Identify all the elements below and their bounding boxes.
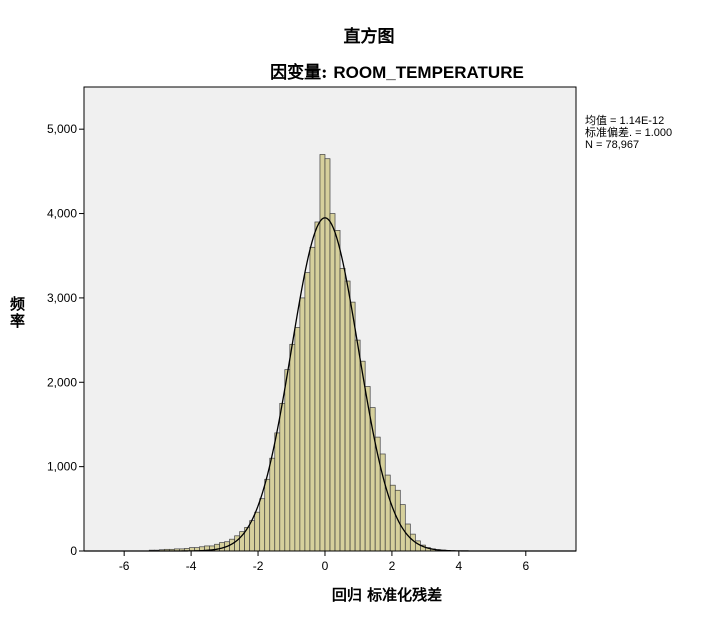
- histogram-bar: [269, 457, 276, 552]
- x-axis-label: 回归 标准化残差: [331, 586, 443, 604]
- stats-box: 均值 = 1.14E-12 标准偏差. = 1.000 N = 78,967: [585, 115, 672, 151]
- y-tick-label: 5,000: [47, 122, 77, 136]
- stat-mean: 均值 = 1.14E-12: [585, 115, 665, 127]
- y-tick-label: 0: [70, 544, 77, 558]
- x-tick-label: 4: [456, 559, 463, 573]
- histogram-bar: [339, 268, 346, 552]
- histogram-bar: [249, 520, 256, 552]
- histogram-bar: [289, 343, 296, 552]
- x-tick-label: 2: [389, 559, 396, 573]
- histogram-bar: [409, 533, 416, 552]
- stat-n: N = 78,967: [585, 139, 640, 151]
- histogram-bar: [294, 327, 301, 552]
- histogram-bar: [349, 301, 356, 552]
- x-tick-label: -4: [186, 559, 197, 573]
- y-tick-label: 2,000: [47, 375, 77, 389]
- chart-subtitle: 因变量: ROOM_TEMPERATURE: [40, 58, 714, 83]
- histogram-bar: [354, 339, 361, 552]
- histogram-bar: [329, 213, 336, 552]
- histogram-bar: [304, 272, 311, 552]
- histogram-bar: [309, 246, 316, 552]
- histogram-bar: [274, 432, 281, 552]
- histogram-bar: [359, 360, 366, 552]
- histogram-bar: [254, 511, 261, 552]
- y-tick-label: 1,000: [47, 460, 77, 474]
- histogram-bar: [344, 280, 351, 552]
- histogram-bar: [299, 297, 306, 552]
- x-tick-label: 0: [322, 559, 329, 573]
- x-tick-label: 6: [522, 559, 529, 573]
- histogram-bar: [319, 154, 326, 552]
- y-axis-label: 频率: [10, 295, 26, 330]
- histogram-bar: [264, 478, 271, 552]
- subtitle-variable: ROOM_TEMPERATURE: [333, 63, 524, 82]
- y-tick-label: 3,000: [47, 291, 77, 305]
- x-tick-label: -6: [119, 559, 130, 573]
- histogram-bar: [334, 230, 341, 552]
- histogram-bar: [389, 484, 396, 552]
- histogram-bar: [284, 369, 291, 552]
- stat-sd: 标准偏差. = 1.000: [585, 127, 673, 139]
- histogram-bar: [219, 542, 225, 552]
- x-tick-label: -2: [253, 559, 264, 573]
- subtitle-prefix: 因变量:: [270, 63, 334, 83]
- histogram-bar: [259, 498, 266, 552]
- chart-title: 直方图: [343, 27, 395, 47]
- histogram-bar: [314, 221, 321, 552]
- histogram-bar: [279, 403, 286, 552]
- y-tick-label: 4,000: [47, 207, 77, 221]
